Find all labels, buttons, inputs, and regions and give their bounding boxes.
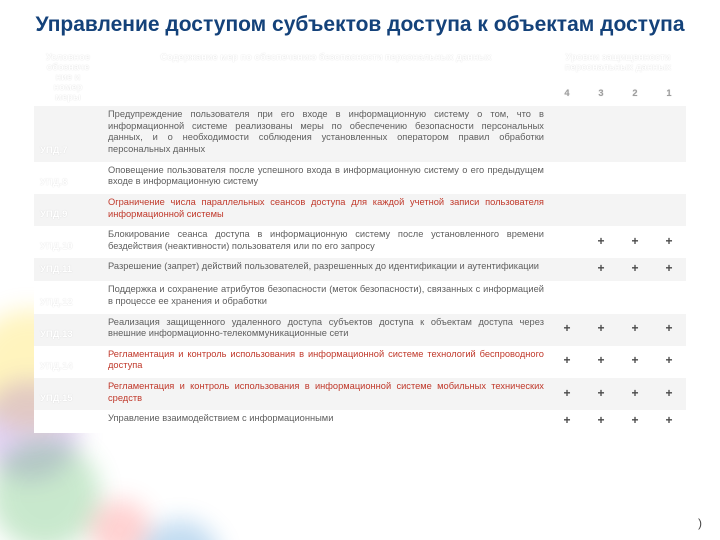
row-code: УПД.9 — [34, 194, 102, 226]
table-row: УПД.10Блокирование сеанса доступа в инфо… — [34, 226, 686, 258]
table-row: УПД.9Ограничение числа параллельных сеан… — [34, 194, 686, 226]
row-level-mark — [550, 162, 584, 194]
row-level-mark: + — [584, 226, 618, 258]
header-level-1: 1 — [652, 84, 686, 107]
table-body: УПД.7Предупреждение пользователя при его… — [34, 106, 686, 433]
header-code: Условное обозначе ние и номер меры — [34, 48, 102, 106]
row-level-mark: + — [584, 378, 618, 410]
row-desc: Регламентация и контроль использования в… — [102, 378, 550, 410]
row-level-mark: + — [550, 346, 584, 378]
row-code: УПД.14 — [34, 346, 102, 378]
row-code: УПД.8 — [34, 162, 102, 194]
row-level-mark: + — [652, 410, 686, 433]
row-level-mark — [550, 281, 584, 313]
row-level-mark: + — [584, 346, 618, 378]
row-level-mark: + — [618, 410, 652, 433]
row-level-mark: + — [652, 226, 686, 258]
row-level-mark — [652, 281, 686, 313]
row-level-mark — [550, 106, 584, 161]
table-row: УПД.13Реализация защищенного удаленного … — [34, 314, 686, 346]
row-level-mark: + — [618, 378, 652, 410]
header-level-3: 3 — [584, 84, 618, 107]
table-row: УПД.8Оповещение пользователя после успеш… — [34, 162, 686, 194]
table-row: Управление взаимодействием с информацион… — [34, 410, 686, 433]
table-row: УПД.15Регламентация и контроль использов… — [34, 378, 686, 410]
row-level-mark — [584, 162, 618, 194]
row-level-mark: + — [584, 410, 618, 433]
table-row: УПД.14Регламентация и контроль использов… — [34, 346, 686, 378]
row-level-mark — [584, 194, 618, 226]
row-level-mark: + — [584, 314, 618, 346]
row-level-mark — [652, 194, 686, 226]
row-level-mark: + — [652, 258, 686, 281]
row-level-mark — [652, 106, 686, 161]
table-row: УПД.12Поддержка и сохранение атрибутов б… — [34, 281, 686, 313]
header-levels-title: Уровни защищенности персональных данных — [550, 48, 686, 83]
row-code: УПД.11 — [34, 258, 102, 281]
row-desc: Реализация защищенного удаленного доступ… — [102, 314, 550, 346]
row-desc: Блокирование сеанса доступа в информацио… — [102, 226, 550, 258]
row-desc: Поддержка и сохранение атрибутов безопас… — [102, 281, 550, 313]
row-level-mark: + — [618, 226, 652, 258]
table-row: УПД.11Разрешение (запрет) действий польз… — [34, 258, 686, 281]
table-row: УПД.7Предупреждение пользователя при его… — [34, 106, 686, 161]
row-level-mark: + — [652, 378, 686, 410]
row-level-mark: + — [652, 346, 686, 378]
row-level-mark — [618, 106, 652, 161]
row-level-mark — [550, 194, 584, 226]
row-desc: Ограничение числа параллельных сеансов д… — [102, 194, 550, 226]
row-desc: Управление взаимодействием с информацион… — [102, 410, 550, 433]
row-code: УПД.13 — [34, 314, 102, 346]
row-level-mark — [618, 194, 652, 226]
row-desc: Регламентация и контроль использования в… — [102, 346, 550, 378]
row-level-mark — [584, 106, 618, 161]
header-desc: Содержание мер по обеспечению безопаснос… — [102, 48, 550, 106]
row-level-mark: + — [550, 378, 584, 410]
row-code: УПД.12 — [34, 281, 102, 313]
header-level-2: 2 — [618, 84, 652, 107]
row-level-mark — [618, 162, 652, 194]
row-level-mark: + — [618, 314, 652, 346]
row-desc: Разрешение (запрет) действий пользовател… — [102, 258, 550, 281]
row-level-mark — [584, 281, 618, 313]
corner-paren: ) — [698, 516, 702, 530]
row-level-mark — [550, 226, 584, 258]
row-code: УПД.10 — [34, 226, 102, 258]
page-title: Управление доступом субъектов доступа к … — [34, 12, 686, 38]
row-level-mark: + — [618, 346, 652, 378]
row-level-mark — [652, 162, 686, 194]
row-code — [34, 410, 102, 433]
row-desc: Оповещение пользователя после успешного … — [102, 162, 550, 194]
measures-table: Условное обозначе ние и номер меры Содер… — [34, 48, 686, 433]
row-level-mark — [550, 258, 584, 281]
header-level-4: 4 — [550, 84, 584, 107]
row-code: УПД.7 — [34, 106, 102, 161]
row-desc: Предупреждение пользователя при его вход… — [102, 106, 550, 161]
row-level-mark: + — [652, 314, 686, 346]
row-level-mark: + — [584, 258, 618, 281]
row-level-mark: + — [618, 258, 652, 281]
row-level-mark: + — [550, 410, 584, 433]
row-code: УПД.15 — [34, 378, 102, 410]
row-level-mark — [618, 281, 652, 313]
row-level-mark: + — [550, 314, 584, 346]
